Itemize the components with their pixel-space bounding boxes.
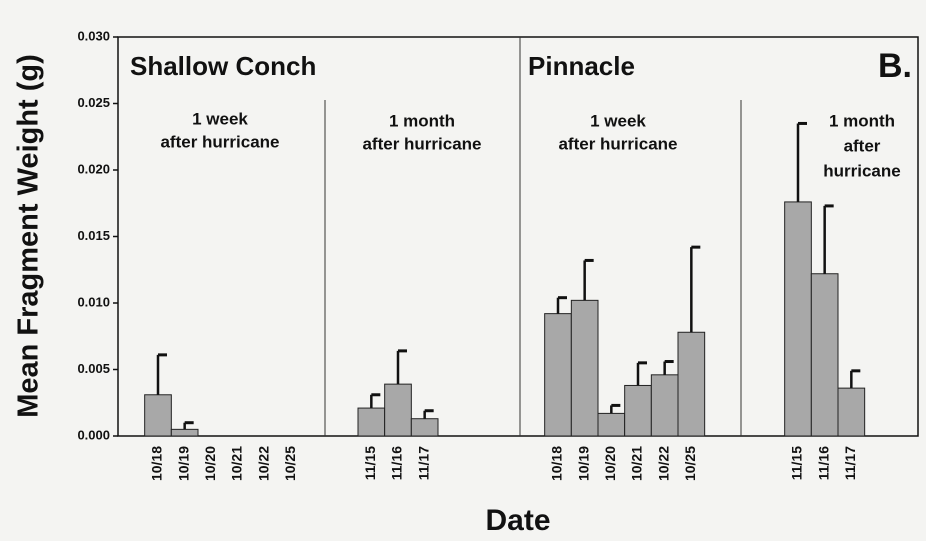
error-bar bbox=[423, 409, 434, 419]
bar bbox=[810, 273, 839, 437]
x-tick-label: 10/19 bbox=[175, 446, 191, 481]
error-bar bbox=[156, 353, 167, 395]
annotation: after hurricane bbox=[558, 134, 677, 153]
x-tick-label: 10/20 bbox=[602, 446, 618, 481]
error-bar bbox=[690, 245, 701, 333]
x-tick-label: 10/20 bbox=[202, 446, 218, 481]
y-tick-label: 0.025 bbox=[77, 95, 110, 110]
x-tick-label: 11/17 bbox=[842, 446, 858, 480]
error-bar bbox=[396, 349, 407, 385]
bar bbox=[357, 407, 386, 437]
bar bbox=[650, 374, 679, 437]
annotation: B. bbox=[878, 47, 912, 85]
annotation: after hurricane bbox=[362, 134, 481, 153]
annotation: Pinnacle bbox=[528, 51, 635, 81]
annotation: 1 week bbox=[192, 109, 248, 128]
y-axis-label: Mean Fragment Weight (g) bbox=[13, 54, 45, 418]
x-tick-label: 10/21 bbox=[229, 446, 245, 481]
x-tick-label: 10/22 bbox=[655, 446, 671, 481]
bar bbox=[384, 383, 412, 437]
x-tick-label: 10/25 bbox=[282, 446, 298, 481]
error-bar bbox=[370, 393, 381, 409]
x-tick-label: 10/21 bbox=[629, 446, 645, 481]
x-tick-label: 11/15 bbox=[362, 446, 378, 480]
bar bbox=[597, 412, 626, 437]
annotation: 1 month bbox=[829, 111, 895, 130]
error-bar bbox=[583, 258, 594, 301]
bar bbox=[570, 299, 599, 437]
error-bar bbox=[663, 360, 674, 375]
y-tick-label: 0.000 bbox=[77, 427, 110, 442]
y-tick-label: 0.020 bbox=[77, 161, 110, 176]
error-bar bbox=[636, 361, 647, 386]
x-tick-label: 10/19 bbox=[575, 446, 591, 481]
annotation: after bbox=[844, 136, 881, 155]
bar bbox=[784, 201, 812, 437]
x-tick-label: 11/16 bbox=[389, 446, 405, 480]
error-bar bbox=[183, 421, 194, 430]
error-bar bbox=[556, 296, 567, 314]
y-tick-label: 0.015 bbox=[77, 228, 110, 243]
annotation: hurricane bbox=[823, 161, 900, 180]
x-tick-label: 10/18 bbox=[549, 446, 565, 481]
annotation: 1 week bbox=[590, 111, 646, 130]
bar bbox=[410, 418, 439, 437]
bar bbox=[170, 428, 199, 437]
y-tick-label: 0.030 bbox=[77, 28, 110, 43]
bar bbox=[624, 384, 652, 437]
x-tick-label: 11/16 bbox=[815, 446, 831, 480]
error-bar bbox=[850, 369, 861, 389]
bar bbox=[544, 313, 572, 437]
bar bbox=[144, 394, 172, 437]
y-tick-label: 0.010 bbox=[77, 294, 110, 309]
x-tick-label: 11/15 bbox=[789, 446, 805, 480]
error-bar bbox=[823, 204, 834, 274]
x-tick-label: 11/17 bbox=[415, 446, 431, 480]
y-tick-label: 0.005 bbox=[77, 361, 110, 376]
bar bbox=[677, 331, 706, 437]
x-tick-label: 10/18 bbox=[149, 446, 165, 481]
x-tick-label: 10/25 bbox=[682, 446, 698, 481]
bar bbox=[837, 387, 866, 437]
annotation: Shallow Conch bbox=[130, 51, 316, 81]
x-tick-label: 10/22 bbox=[255, 446, 271, 481]
x-axis-label: Date bbox=[485, 504, 550, 537]
error-bar bbox=[610, 403, 621, 414]
annotation: 1 month bbox=[389, 111, 455, 130]
annotation: after hurricane bbox=[160, 132, 279, 151]
error-bar bbox=[796, 121, 807, 202]
